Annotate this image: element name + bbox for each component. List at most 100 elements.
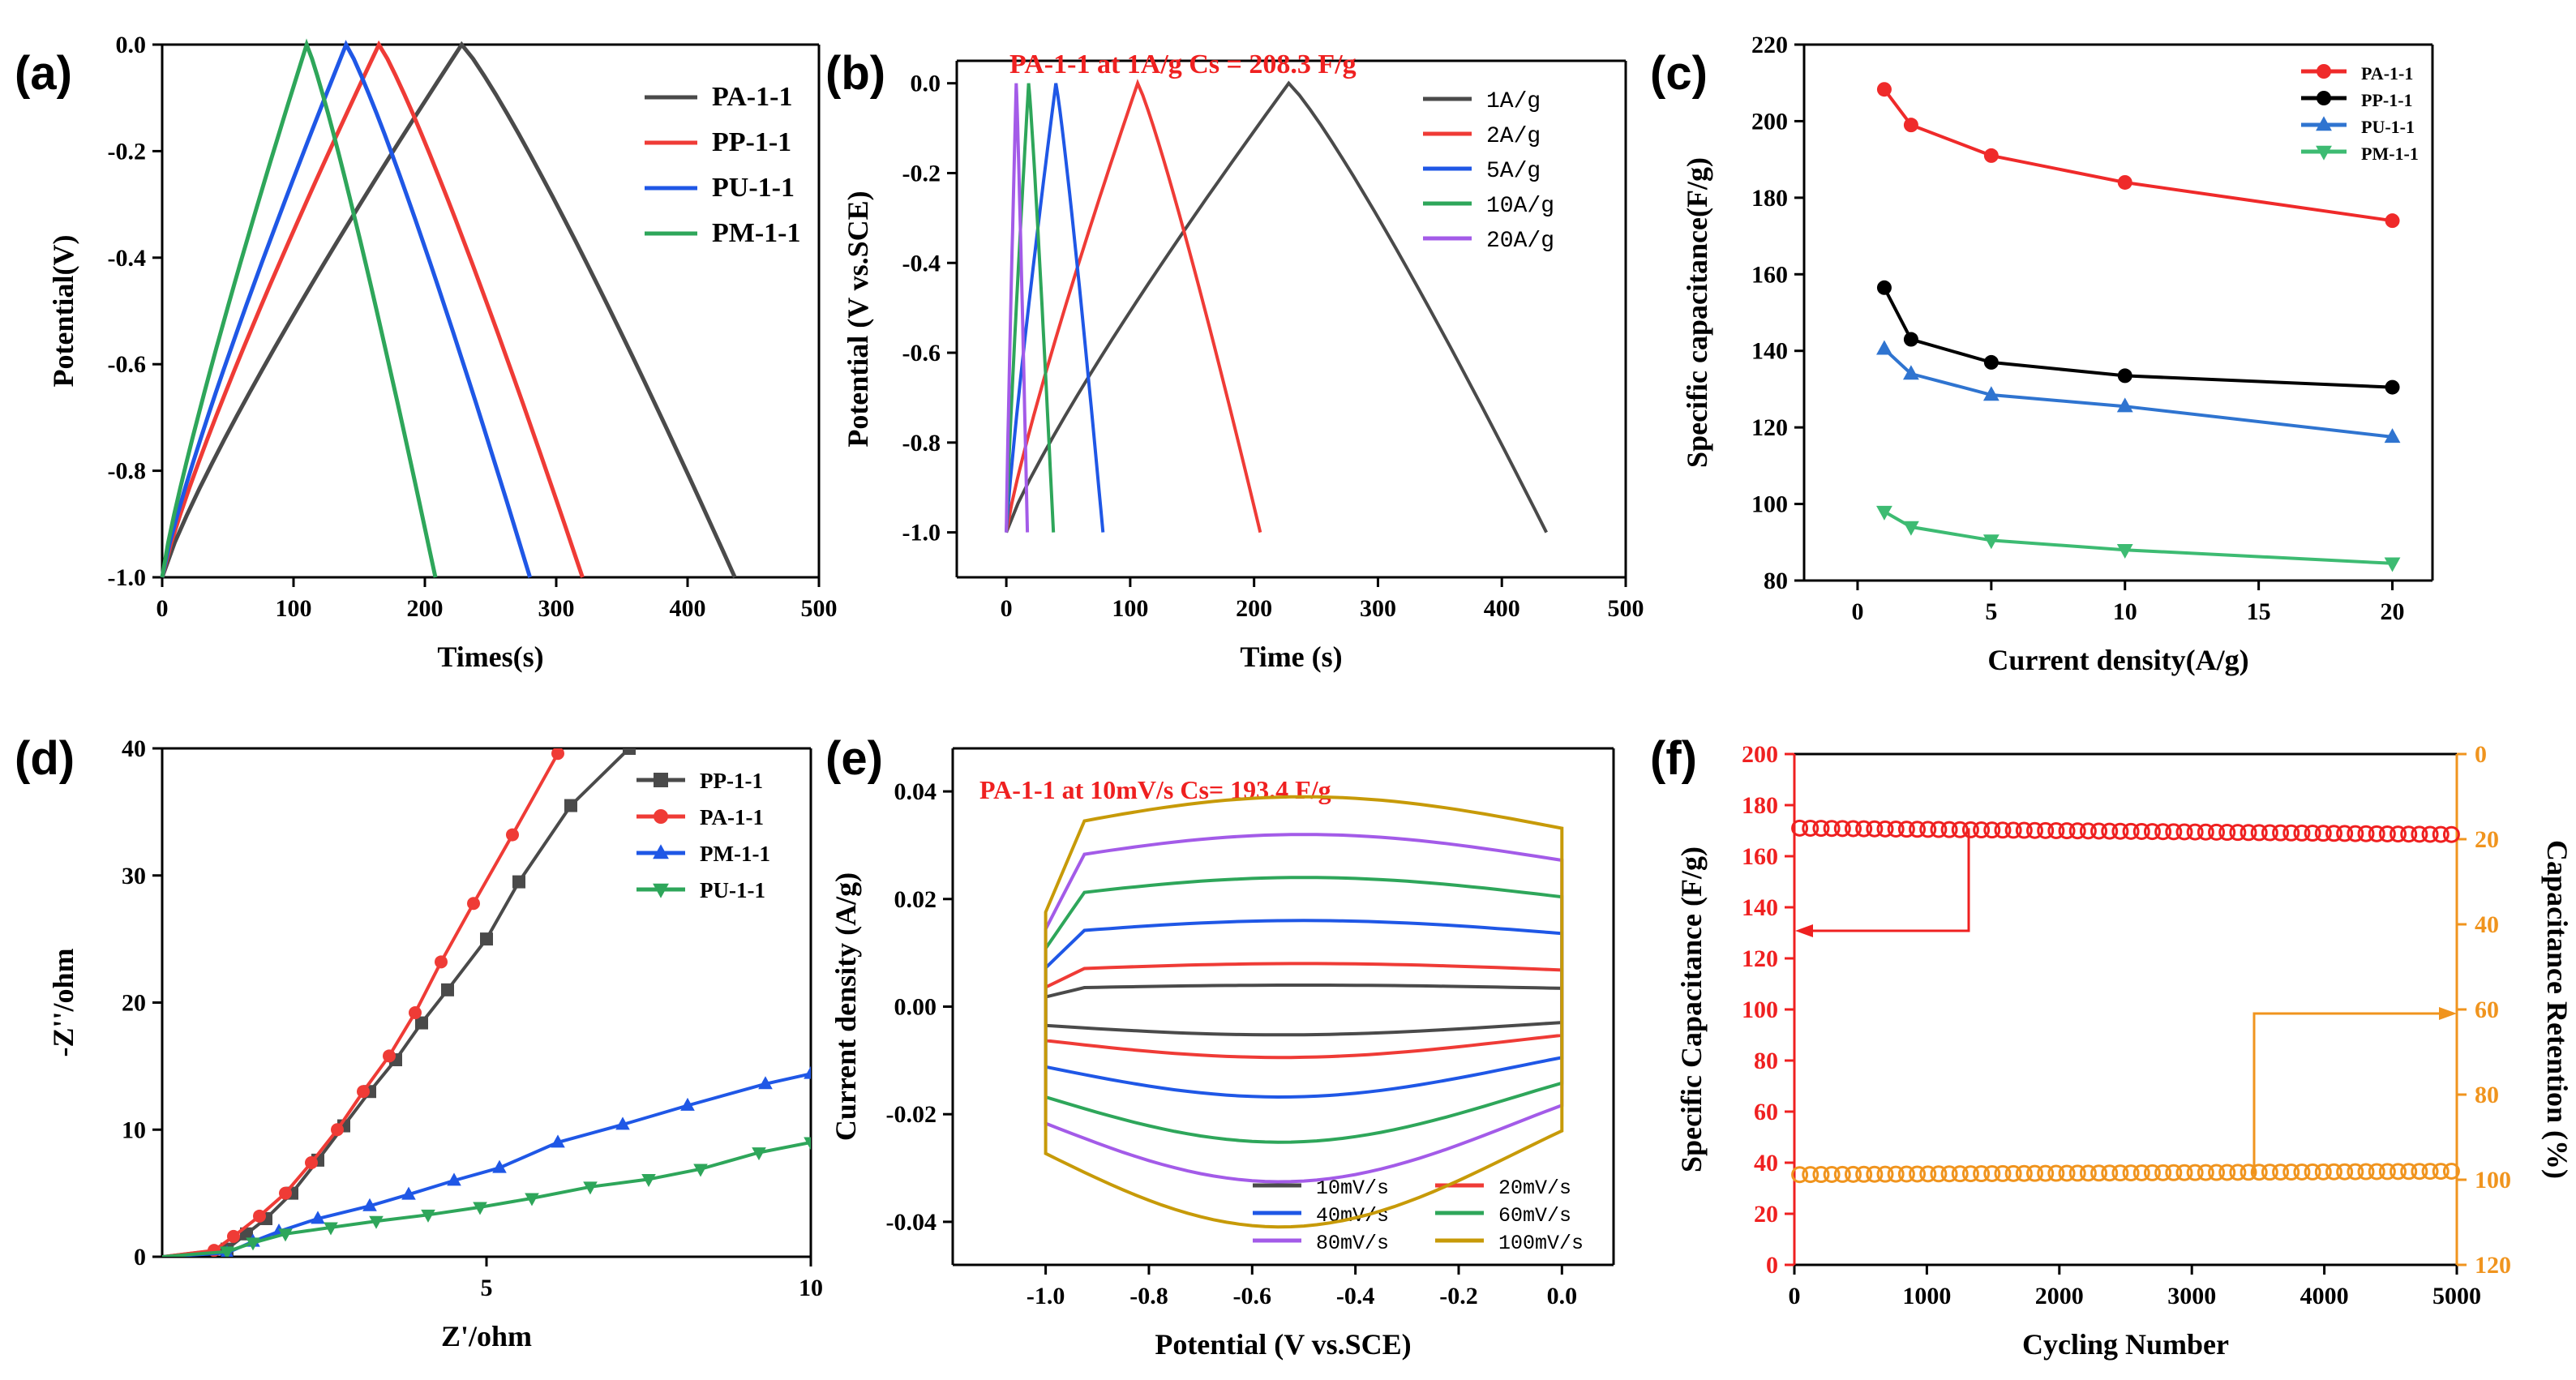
legend-label: PM-1-1 bbox=[700, 842, 770, 866]
x-tick-label: 10 bbox=[799, 1275, 823, 1301]
x-axis-title: Current density(A/g) bbox=[1987, 644, 2248, 676]
panel-b: (b) 0 100 200 300 400 500 -1.0 -0.8 -0.6 -0.4 -0.2 0… bbox=[825, 47, 1644, 673]
data-point bbox=[357, 1085, 370, 1099]
data-point bbox=[2047, 821, 2065, 839]
data-point bbox=[2368, 825, 2385, 842]
data-point bbox=[1994, 821, 2012, 839]
data-point bbox=[2378, 1163, 2396, 1181]
data-point bbox=[1909, 821, 1927, 838]
legend-label: 100mV/s bbox=[1498, 1232, 1584, 1255]
y-tick-label: 200 bbox=[1742, 741, 1778, 768]
y-tick-label: 20 bbox=[122, 990, 146, 1017]
data-point bbox=[1897, 821, 1915, 838]
data-point bbox=[2421, 1163, 2439, 1181]
data-point bbox=[2384, 428, 2401, 444]
data-point bbox=[2316, 145, 2332, 161]
data-point bbox=[2240, 824, 2257, 842]
y-tick-label: -0.6 bbox=[902, 340, 941, 366]
data-point bbox=[2229, 824, 2247, 842]
data-point bbox=[2117, 174, 2132, 190]
x-tick-label: 3000 bbox=[2167, 1283, 2216, 1309]
data-point bbox=[2004, 1164, 2022, 1182]
data-point bbox=[2411, 825, 2428, 843]
x-tick-label: 1000 bbox=[1902, 1283, 1951, 1309]
data-point bbox=[1833, 1165, 1851, 1183]
data-point bbox=[804, 1137, 811, 1151]
x-tick-label: 20 bbox=[2381, 598, 2405, 625]
data-point bbox=[2390, 1163, 2407, 1181]
data-point bbox=[2385, 379, 2400, 395]
data-point bbox=[1876, 820, 1894, 838]
x-tick-label: 300 bbox=[538, 595, 575, 622]
data-point bbox=[1844, 1165, 1862, 1183]
data-point bbox=[2079, 822, 2097, 840]
data-point bbox=[2229, 1164, 2247, 1181]
data-point bbox=[2037, 1164, 2055, 1182]
y-tick-label: -1.0 bbox=[108, 564, 147, 591]
data-point bbox=[2058, 822, 2076, 840]
data-point bbox=[2090, 822, 2108, 840]
data-point bbox=[1812, 1166, 1830, 1184]
data-point bbox=[1876, 340, 1892, 355]
y-tick-label: -0.6 bbox=[108, 351, 147, 378]
panel-label: (e) bbox=[825, 732, 883, 785]
data-point bbox=[1973, 1165, 1991, 1183]
data-point bbox=[551, 748, 564, 761]
data-point bbox=[383, 1049, 396, 1063]
right-y-tick-label: 60 bbox=[2475, 996, 2499, 1023]
y-tick-label: 60 bbox=[1754, 1099, 1778, 1125]
data-point bbox=[564, 799, 577, 812]
legend-label: PP-1-1 bbox=[712, 127, 791, 157]
panel-d: (d) 5 10 0 10 20 30 40 Z'/ohm -Z''/ohm PP-1-1 PA-1-… bbox=[15, 732, 823, 1352]
data-point bbox=[2400, 1163, 2418, 1181]
right-y-tick-label: 40 bbox=[2475, 911, 2499, 938]
x-tick-label: -0.2 bbox=[1439, 1283, 1478, 1309]
arrow-head bbox=[1795, 924, 1813, 937]
data-point bbox=[1982, 386, 2000, 401]
series-line bbox=[160, 40, 532, 578]
x-tick-label: 0 bbox=[1789, 1283, 1801, 1309]
x-tick-label: -0.4 bbox=[1336, 1283, 1375, 1309]
data-point bbox=[1930, 821, 1948, 838]
y-tick-label: 160 bbox=[1751, 261, 1788, 288]
data-point bbox=[2357, 825, 2375, 842]
data-point bbox=[1983, 354, 1999, 370]
data-point bbox=[1855, 820, 1873, 838]
y-tick-label: -0.04 bbox=[886, 1209, 937, 1236]
data-point bbox=[2132, 822, 2150, 840]
x-tick-label: 0.0 bbox=[1547, 1283, 1578, 1309]
series-line bbox=[162, 1140, 811, 1257]
data-point bbox=[2261, 1164, 2278, 1181]
data-point bbox=[1876, 1165, 1894, 1183]
y-tick-label: 80 bbox=[1764, 568, 1788, 594]
data-point bbox=[758, 1076, 773, 1090]
data-point bbox=[2368, 1163, 2385, 1181]
y-tick-label: 140 bbox=[1751, 338, 1788, 365]
data-point bbox=[2015, 1164, 2033, 1182]
data-point bbox=[2208, 1164, 2226, 1181]
data-point bbox=[2218, 824, 2236, 842]
data-point bbox=[1866, 1165, 1884, 1183]
x-tick-label: 0 bbox=[1851, 598, 1863, 625]
y-axis-title: Potential(V) bbox=[47, 235, 79, 388]
data-point bbox=[804, 1065, 811, 1079]
series-line bbox=[1044, 984, 1564, 1037]
data-point bbox=[2314, 1163, 2332, 1181]
right-y-tick-label: 100 bbox=[2475, 1167, 2511, 1194]
series-line bbox=[1005, 80, 1548, 534]
data-point bbox=[2250, 1164, 2268, 1181]
data-point bbox=[1855, 1165, 1873, 1183]
legend-label: PM-1-1 bbox=[2361, 144, 2419, 164]
data-point bbox=[1791, 819, 1809, 837]
data-point bbox=[551, 1134, 565, 1148]
x-tick-label: 5 bbox=[1985, 598, 1997, 625]
x-tick-label: -0.8 bbox=[1129, 1283, 1168, 1309]
y-tick-label: -0.2 bbox=[902, 160, 941, 186]
y-tick-label: 160 bbox=[1742, 843, 1778, 870]
data-point bbox=[2250, 824, 2268, 842]
data-point bbox=[2004, 821, 2022, 839]
right-y-tick-label: 120 bbox=[2475, 1252, 2511, 1279]
data-point bbox=[2047, 1164, 2065, 1182]
y-axis-title: Specific capacitance(F/g) bbox=[1681, 157, 1713, 468]
data-point bbox=[2347, 825, 2364, 842]
